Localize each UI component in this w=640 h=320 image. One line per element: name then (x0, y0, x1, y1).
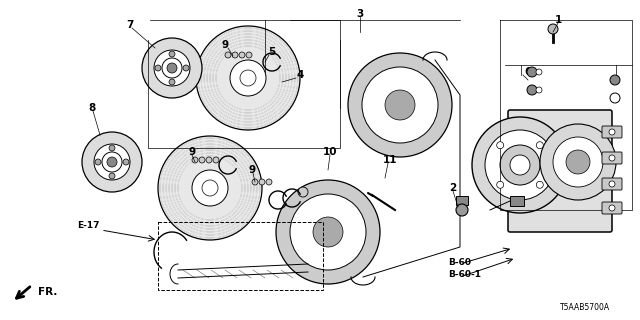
Text: E-17: E-17 (77, 221, 100, 230)
Circle shape (500, 145, 540, 185)
Circle shape (276, 180, 380, 284)
Circle shape (536, 87, 542, 93)
Circle shape (109, 173, 115, 179)
Circle shape (202, 180, 218, 196)
Circle shape (472, 117, 568, 213)
Circle shape (609, 155, 615, 161)
Circle shape (527, 85, 537, 95)
Circle shape (154, 50, 190, 86)
Circle shape (82, 132, 142, 192)
Circle shape (142, 38, 202, 98)
Circle shape (266, 179, 272, 185)
Circle shape (123, 159, 129, 165)
Circle shape (610, 93, 620, 103)
Circle shape (192, 170, 228, 206)
Circle shape (553, 137, 603, 187)
Circle shape (213, 157, 219, 163)
Circle shape (246, 52, 252, 58)
Text: 5: 5 (268, 47, 276, 57)
Circle shape (485, 130, 555, 200)
Circle shape (109, 145, 115, 151)
Text: T5AAB5700A: T5AAB5700A (560, 303, 610, 312)
Text: 1: 1 (554, 15, 562, 25)
Text: 11: 11 (383, 155, 397, 165)
FancyBboxPatch shape (602, 152, 622, 164)
Text: 7: 7 (126, 20, 134, 30)
Circle shape (527, 67, 537, 77)
Circle shape (497, 142, 504, 149)
FancyBboxPatch shape (508, 110, 612, 232)
Circle shape (94, 144, 130, 180)
Bar (510, 196, 524, 206)
Circle shape (155, 65, 161, 71)
Circle shape (107, 157, 117, 167)
Text: 8: 8 (88, 103, 95, 113)
Circle shape (259, 179, 265, 185)
Circle shape (252, 179, 258, 185)
Circle shape (169, 51, 175, 57)
Circle shape (566, 150, 590, 174)
FancyBboxPatch shape (602, 126, 622, 138)
Text: B-60: B-60 (448, 258, 471, 267)
Circle shape (162, 58, 182, 78)
Circle shape (548, 24, 558, 34)
Circle shape (230, 60, 266, 96)
Circle shape (536, 181, 543, 188)
Circle shape (609, 181, 615, 187)
Circle shape (610, 75, 620, 85)
Text: FR.: FR. (38, 287, 58, 297)
Text: 3: 3 (356, 9, 364, 19)
Circle shape (169, 79, 175, 85)
Circle shape (536, 142, 543, 149)
Text: 10: 10 (323, 147, 337, 157)
Circle shape (362, 67, 438, 143)
Bar (158, 222, 323, 290)
Circle shape (232, 52, 238, 58)
Circle shape (199, 157, 205, 163)
Wedge shape (160, 138, 260, 238)
Circle shape (497, 181, 504, 188)
Bar (456, 196, 468, 205)
Circle shape (183, 65, 189, 71)
Circle shape (298, 187, 308, 197)
Circle shape (192, 157, 198, 163)
Text: 9: 9 (221, 40, 228, 50)
Circle shape (290, 194, 366, 270)
Circle shape (536, 69, 542, 75)
Circle shape (225, 52, 231, 58)
Text: B-60-1: B-60-1 (448, 270, 481, 279)
Circle shape (540, 124, 616, 200)
Circle shape (95, 159, 101, 165)
Wedge shape (198, 28, 298, 128)
Circle shape (158, 136, 262, 240)
Text: 4: 4 (296, 70, 304, 80)
Circle shape (196, 26, 300, 130)
Circle shape (456, 204, 468, 216)
Circle shape (313, 217, 343, 247)
FancyBboxPatch shape (602, 202, 622, 214)
Circle shape (102, 152, 122, 172)
Circle shape (348, 53, 452, 157)
Circle shape (510, 155, 530, 175)
Circle shape (167, 63, 177, 73)
Circle shape (385, 90, 415, 120)
Circle shape (609, 129, 615, 135)
Text: 9: 9 (248, 165, 255, 175)
Circle shape (240, 70, 256, 86)
Text: 9: 9 (188, 147, 196, 157)
Text: 2: 2 (449, 183, 456, 193)
Circle shape (609, 205, 615, 211)
Text: 6: 6 (524, 67, 532, 77)
FancyBboxPatch shape (602, 178, 622, 190)
Circle shape (239, 52, 245, 58)
Circle shape (206, 157, 212, 163)
